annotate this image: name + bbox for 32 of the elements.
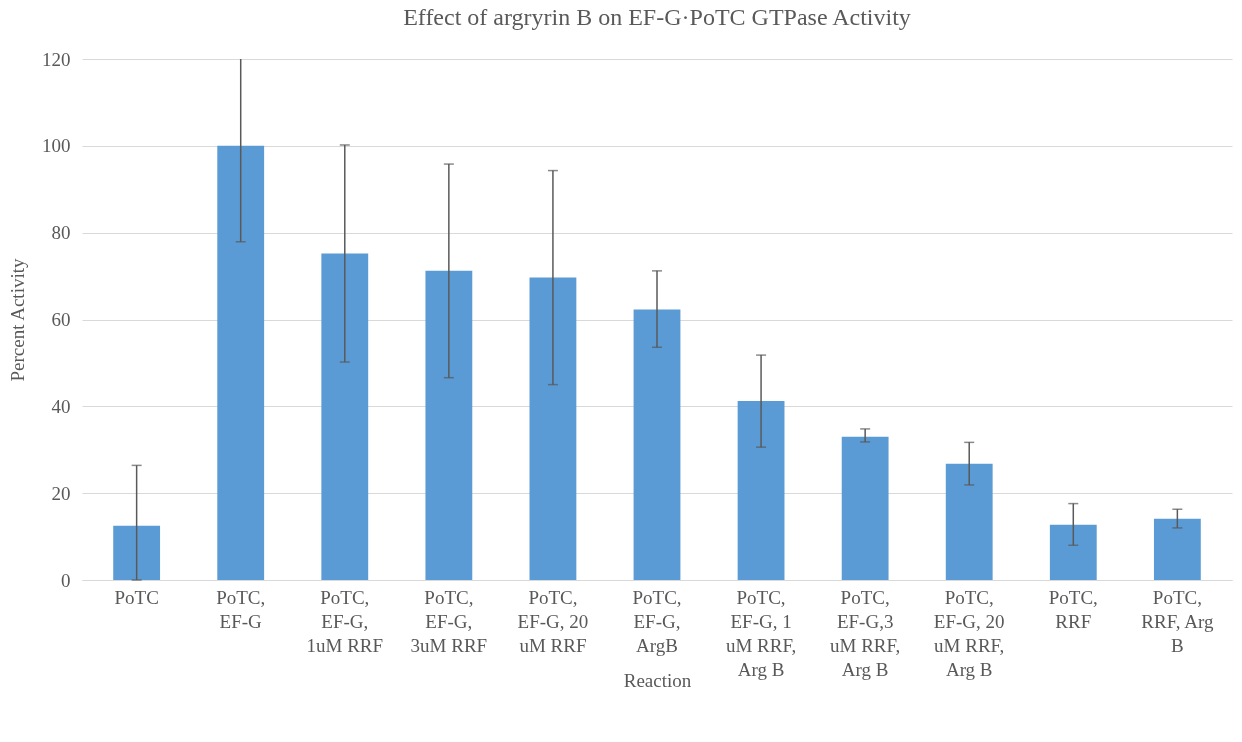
bar [633, 309, 681, 580]
x-tick-label: PoTC, EF-G, 20 uM RRF [517, 586, 589, 656]
bar [1153, 518, 1201, 580]
x-axis-title: Reaction [623, 669, 692, 691]
bar [425, 270, 473, 580]
y-tick-label: 0 [61, 569, 71, 591]
y-tick-label: 40 [51, 395, 71, 417]
bar [217, 145, 265, 580]
y-tick-label: 60 [51, 309, 71, 330]
bar [113, 525, 161, 580]
y-tick-label: 120 [42, 48, 71, 70]
x-tick-label: PoTC, EF-G, 3uM RRF [410, 586, 488, 656]
bar [841, 436, 889, 580]
x-tick-label: PoTC, RRF [1048, 586, 1098, 632]
y-tick-label: 100 [42, 135, 71, 157]
chart-title: Effect of argryrin B on EF-G·PoTC GTPase Activity [403, 4, 911, 30]
bar [321, 253, 369, 580]
y-axis-title: Percent Activity [7, 258, 28, 382]
x-tick-label: PoTC [114, 586, 159, 608]
x-tick-label: PoTC, RRF, Arg B [1141, 586, 1214, 656]
y-tick-label: 80 [51, 222, 71, 244]
bar [529, 277, 577, 580]
x-tick-label: PoTC, EF-G [216, 586, 266, 632]
x-tick-label: PoTC, EF-G, 1 uM RRF, Arg B [725, 586, 797, 680]
bar [1049, 524, 1097, 580]
x-tick-label: PoTC, EF-G, 20 uM RRF, Arg B [933, 586, 1005, 680]
x-tick-label: PoTC, EF-G, 1uM RRF [306, 586, 384, 656]
x-tick-label: PoTC, EF-G, ArgB [632, 586, 682, 656]
y-tick-label: 20 [51, 482, 71, 504]
bar [737, 401, 785, 580]
x-tick-label: PoTC, EF-G,3 uM RRF, Arg B [830, 586, 901, 680]
bar [945, 463, 993, 580]
